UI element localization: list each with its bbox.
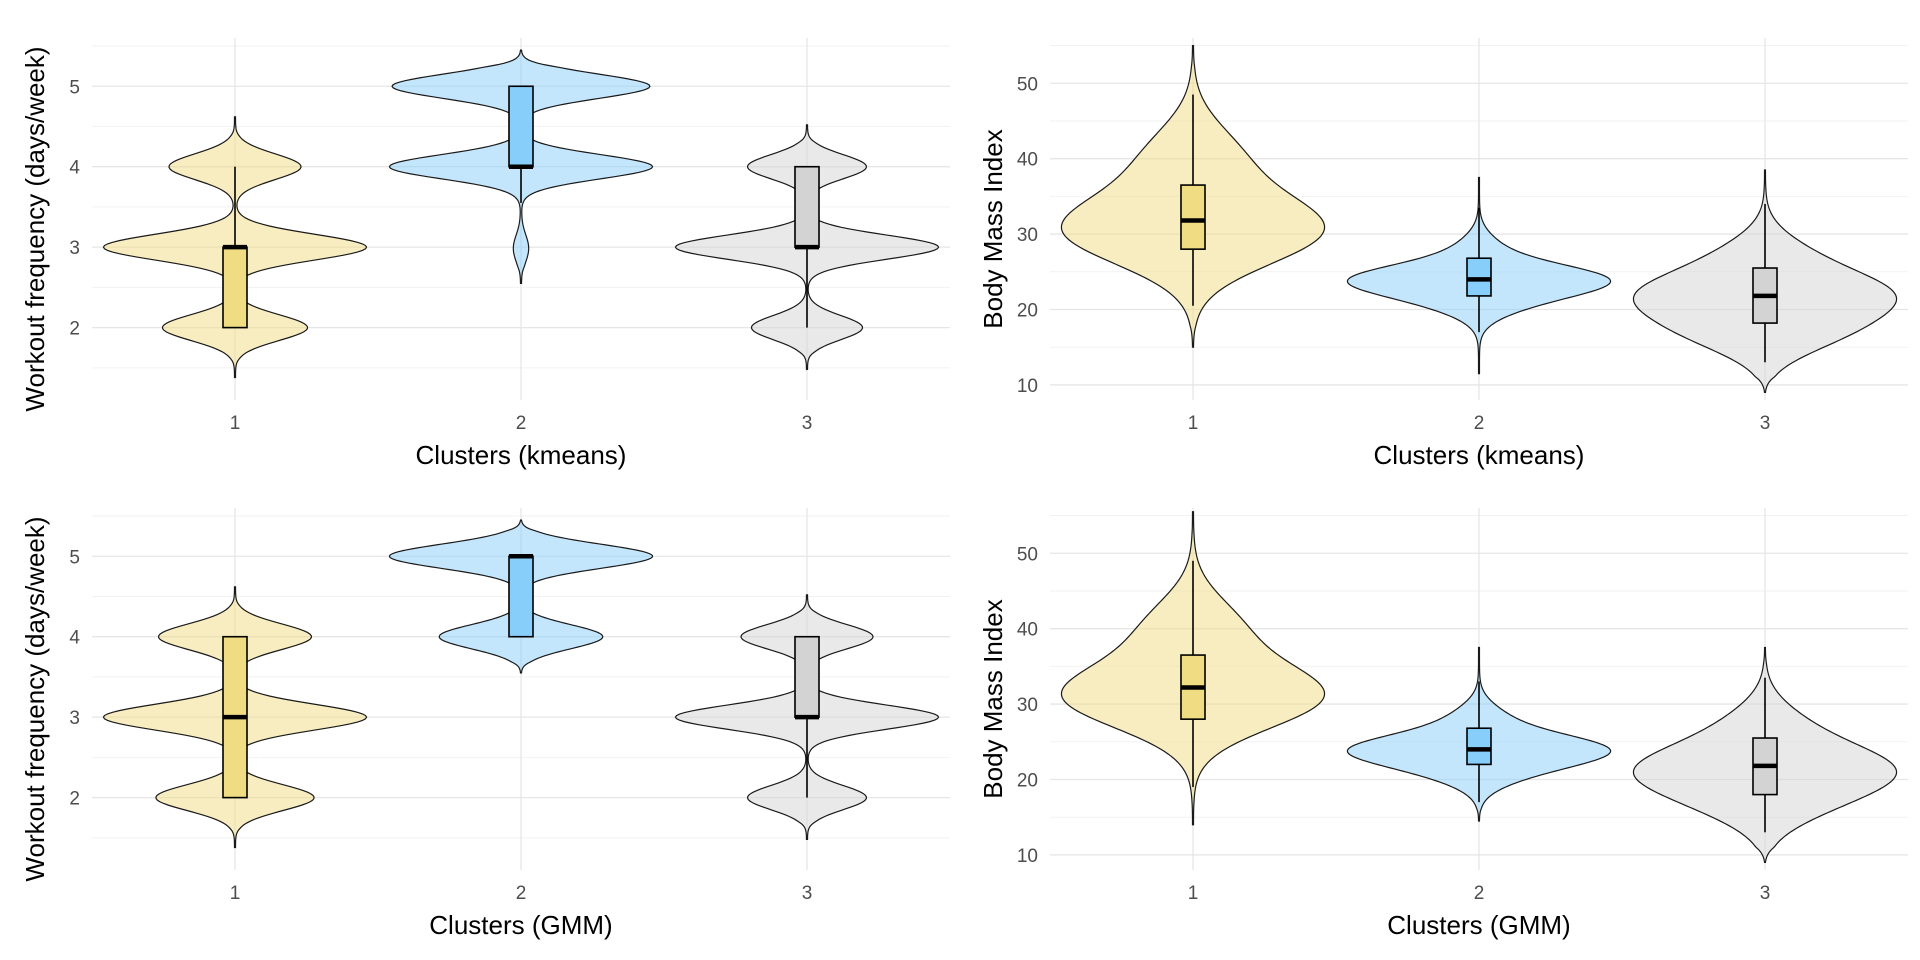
panel-1: 2 3 4 5 1 2 3 Clusters (kmeans) Workout frequenc…	[20, 38, 950, 470]
y-tick-label: 3	[69, 238, 80, 259]
y-tick-label: 5	[69, 547, 80, 568]
y-tick-label: 3	[69, 708, 80, 729]
panel-2: 10 20 30 40 50 1 2 3 Clusters (kmeans) Body Mass …	[978, 38, 1908, 470]
y-tick-label: 2	[69, 319, 80, 340]
box-cluster-2	[508, 85, 534, 168]
y-tick-label: 5	[69, 77, 80, 98]
x-tick-label: 3	[1760, 413, 1771, 434]
x-tick-label: 2	[516, 883, 527, 904]
x-axis-title: Clusters (GMM)	[429, 910, 612, 940]
y-tick-label: 40	[1017, 150, 1038, 171]
y-tick-label: 50	[1017, 544, 1038, 565]
y-axis-title: Body Mass Index	[978, 129, 1008, 328]
y-axis-title: Body Mass Index	[978, 599, 1008, 798]
x-tick-label: 3	[1760, 883, 1771, 904]
box-cluster-2	[1466, 727, 1492, 766]
x-tick-label: 1	[1188, 883, 1199, 904]
y-tick-label: 30	[1017, 695, 1038, 716]
y-tick-label: 10	[1017, 846, 1038, 867]
y-tick-label: 50	[1017, 74, 1038, 95]
y-axis-title: Workout frequency (days/week)	[20, 516, 50, 881]
box-cluster-2	[1466, 257, 1492, 297]
y-tick-label: 30	[1017, 225, 1038, 246]
y-tick-label: 4	[69, 628, 80, 649]
x-tick-label: 1	[230, 413, 241, 434]
box-cluster-3	[794, 635, 820, 718]
panel-3: 2 3 4 5 1 2 3 Clusters (GMM) Workout frequency (…	[20, 508, 950, 940]
y-tick-label: 20	[1017, 301, 1038, 322]
box-cluster-2	[508, 555, 534, 638]
x-axis-title: Clusters (kmeans)	[1374, 440, 1585, 470]
y-tick-label: 20	[1017, 771, 1038, 792]
x-tick-label: 2	[516, 413, 527, 434]
x-tick-label: 2	[1474, 883, 1485, 904]
panel-4: 10 20 30 40 50 1 2 3 Clusters (GMM) Body Mass Ind…	[978, 508, 1908, 940]
y-tick-label: 4	[69, 158, 80, 179]
y-tick-label: 2	[69, 789, 80, 810]
y-axis-title: Workout frequency (days/week)	[20, 46, 50, 411]
y-tick-label: 40	[1017, 620, 1038, 641]
x-tick-label: 3	[802, 883, 813, 904]
box-cluster-1	[222, 246, 248, 329]
x-axis-title: Clusters (kmeans)	[416, 440, 627, 470]
x-tick-label: 3	[802, 413, 813, 434]
box-cluster-3	[794, 165, 820, 248]
x-tick-label: 1	[1188, 413, 1199, 434]
x-tick-label: 2	[1474, 413, 1485, 434]
y-tick-label: 10	[1017, 376, 1038, 397]
x-tick-label: 1	[230, 883, 241, 904]
box-cluster-1	[1180, 184, 1206, 250]
x-axis-title: Clusters (GMM)	[1387, 910, 1570, 940]
